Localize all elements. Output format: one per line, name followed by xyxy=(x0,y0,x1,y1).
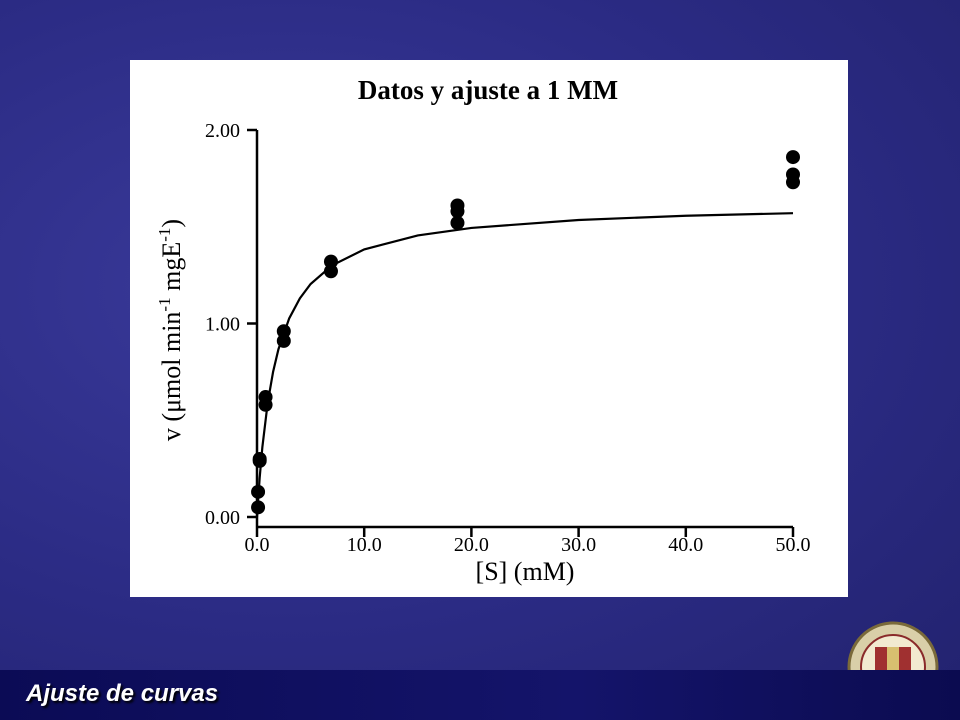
y-label-part: v (μmol min xyxy=(157,312,186,442)
x-tick-label: 40.0 xyxy=(668,534,703,556)
data-point xyxy=(450,215,465,230)
chart-title: Datos y ajuste a 1 MM xyxy=(358,75,618,105)
chart-panel xyxy=(130,60,848,597)
y-axis-label: v (μmol min-1 mgE-1) xyxy=(155,219,186,441)
x-tick-label: 20.0 xyxy=(454,534,489,556)
y-label-part: ) xyxy=(157,219,186,228)
data-point xyxy=(252,453,267,468)
x-tick-label: 50.0 xyxy=(776,534,811,556)
footer-bar: Ajuste de curvas xyxy=(0,670,960,720)
x-axis-label: [S] (mM) xyxy=(476,557,575,586)
data-point xyxy=(323,264,338,279)
y-tick-label: 0.00 xyxy=(205,507,240,529)
data-point xyxy=(258,397,273,412)
y-label-sup: -1 xyxy=(155,228,174,242)
data-point xyxy=(786,175,800,190)
y-tick-label: 1.00 xyxy=(205,314,240,336)
x-tick-label: 0.0 xyxy=(245,534,270,556)
x-tick-label: 30.0 xyxy=(561,534,596,556)
y-tick-label: 2.00 xyxy=(205,120,240,142)
x-tick-label: 10.0 xyxy=(347,534,382,556)
data-point xyxy=(786,150,800,165)
fit-line xyxy=(255,212,794,518)
y-label-sup: -1 xyxy=(155,297,174,311)
footer-title: Ajuste de curvas xyxy=(26,680,219,707)
data-point xyxy=(450,204,465,219)
y-label-part: mgE xyxy=(157,242,186,298)
